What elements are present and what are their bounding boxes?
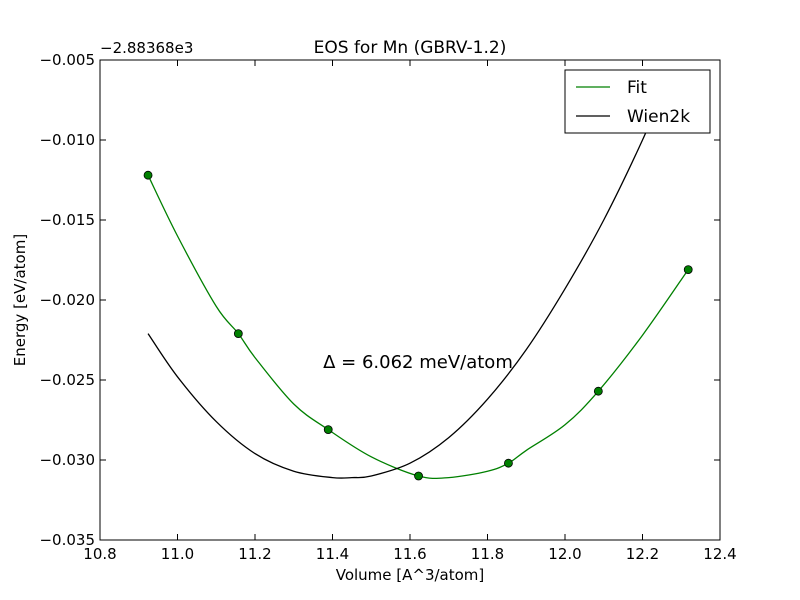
- delta-annotation: Δ = 6.062 meV/atom: [323, 352, 513, 373]
- data-point-marker: [683, 265, 693, 275]
- x-tick-label: 12.4: [703, 545, 736, 563]
- x-tick-label: 11.4: [316, 545, 349, 563]
- data-point-marker: [233, 329, 243, 339]
- legend-fit-label: Fit: [627, 78, 647, 98]
- y-tick-label: −0.005: [39, 51, 95, 69]
- legend: Fit Wien2k: [564, 69, 711, 134]
- data-point-marker: [323, 425, 333, 435]
- data-point-marker: [593, 386, 603, 396]
- data-point-marker: [143, 170, 153, 180]
- x-tick-label: 11.6: [393, 545, 426, 563]
- x-tick-label: 11.0: [161, 545, 194, 563]
- x-axis-ticks: 10.8 11.0 11.2 11.4 11.6 11.8 12.0 12.2 12.4: [83, 60, 737, 563]
- legend-box: [564, 69, 711, 134]
- y-tick-label: −0.010: [39, 131, 95, 149]
- legend-wien2k-label: Wien2k: [627, 107, 690, 127]
- y-tick-label: −0.030: [39, 451, 95, 469]
- y-offset-label: −2.88368e3: [100, 39, 193, 57]
- data-point-marker: [504, 458, 513, 468]
- x-tick-label: 10.8: [83, 545, 116, 563]
- x-tick-label: 12.2: [626, 545, 659, 563]
- x-tick-label: 12.0: [548, 545, 581, 563]
- wien2k-line: [147, 75, 671, 479]
- y-tick-label: −0.025: [39, 371, 95, 389]
- y-axis-ticks: −0.035 −0.030 −0.025 −0.020 −0.015 −0.010 −0.0…: [39, 51, 720, 549]
- data-point-marker: [414, 471, 423, 481]
- y-tick-label: −0.020: [39, 291, 95, 309]
- series-layer: [143, 75, 693, 481]
- y-tick-label: −0.035: [39, 531, 95, 549]
- x-axis-label: Volume [A^3/atom]: [336, 566, 485, 584]
- y-tick-label: −0.015: [39, 211, 95, 229]
- x-tick-label: 11.8: [471, 545, 504, 563]
- y-axis-label: Energy [eV/atom]: [11, 234, 29, 366]
- chart-title: EOS for Mn (GBRV-1.2): [314, 38, 507, 58]
- x-tick-label: 11.2: [238, 545, 271, 563]
